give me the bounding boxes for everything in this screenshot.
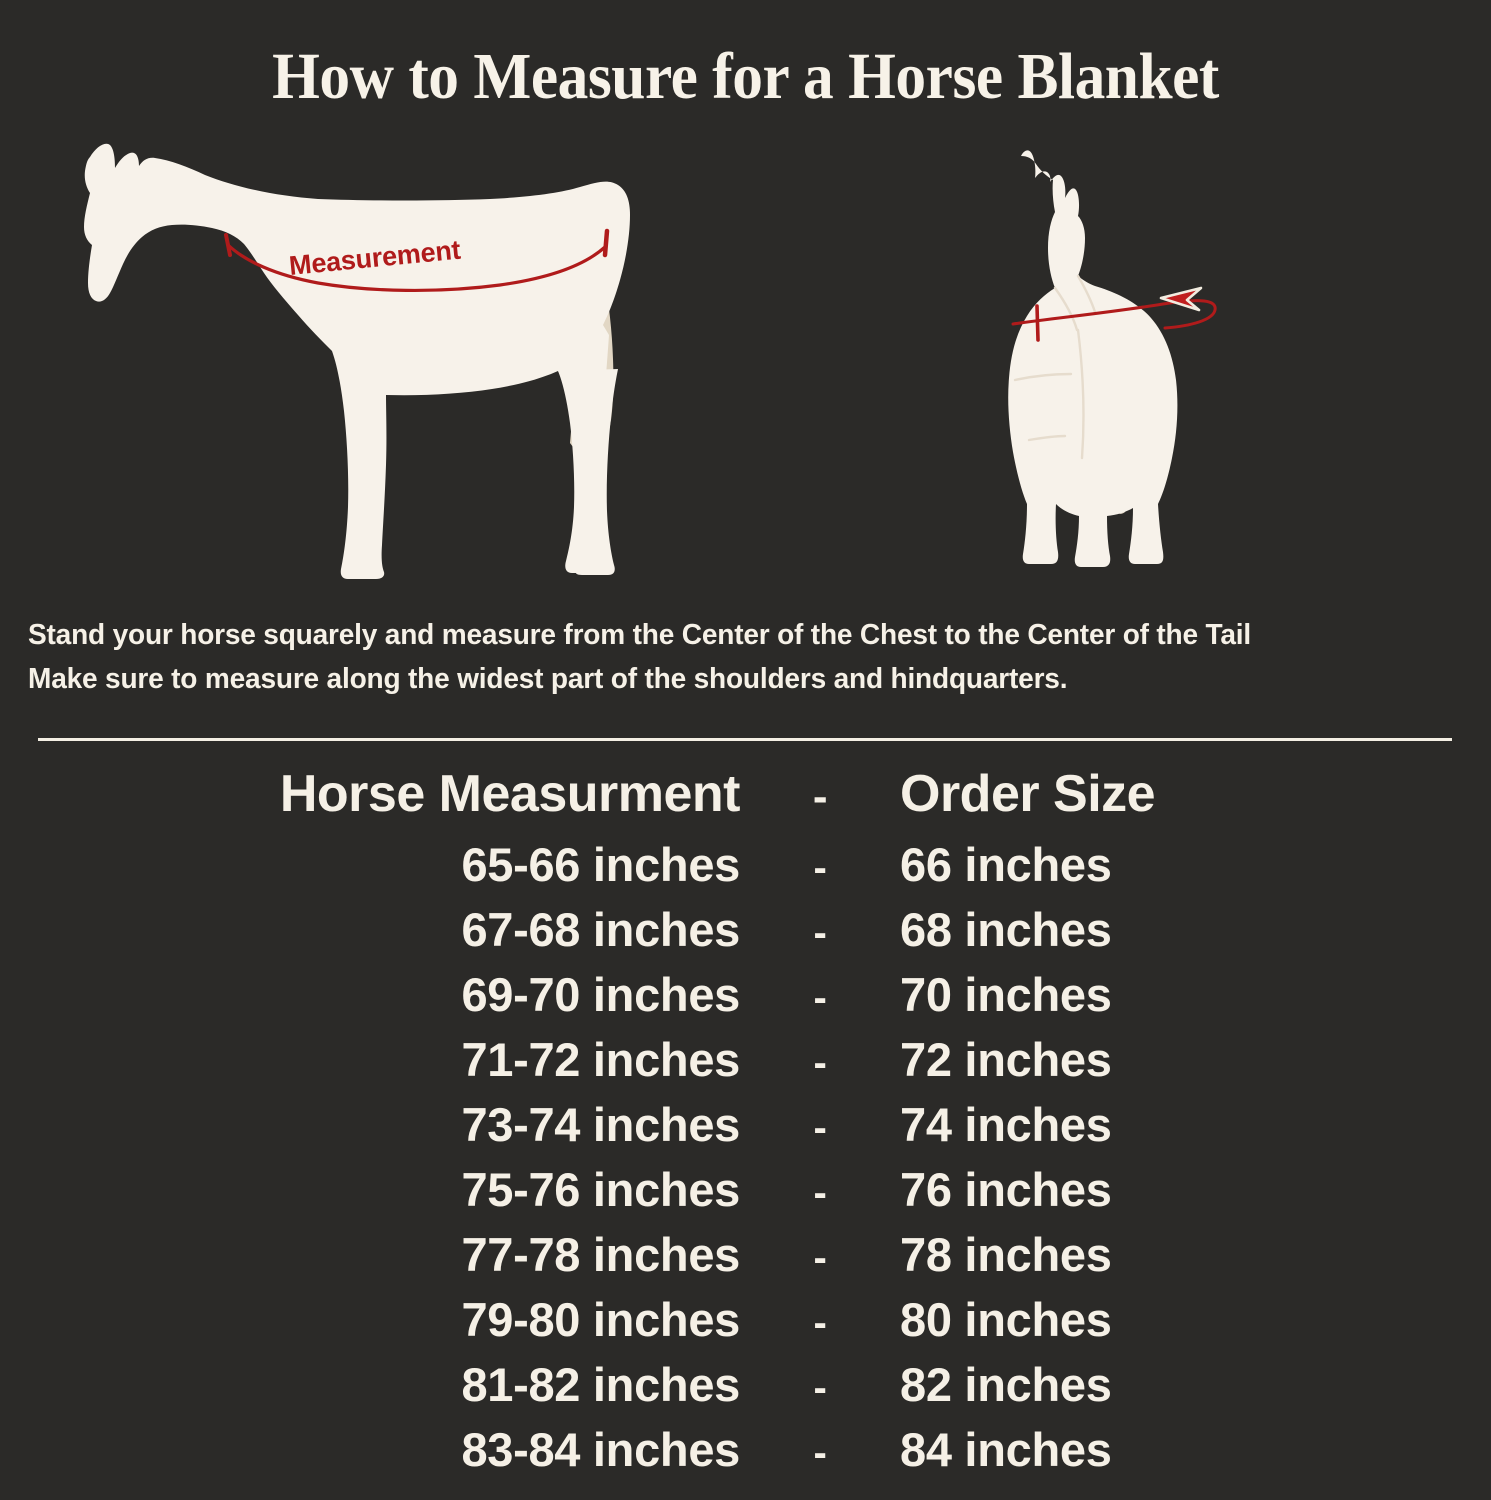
table-row: 75-76 inches - 76 inches xyxy=(0,1159,1491,1224)
cell-order-size: 76 inches xyxy=(900,1163,1112,1216)
cell-order-size: 80 inches xyxy=(900,1293,1112,1346)
cell-horse-measurement: 79-80 inches xyxy=(461,1293,740,1346)
header-separator: - xyxy=(812,772,828,821)
horse-hind-leg-shape xyxy=(558,369,618,575)
measurement-start-tick xyxy=(224,233,232,257)
cell-horse-measurement: 83-84 inches xyxy=(461,1423,740,1476)
table-row: 77-78 inches - 78 inches xyxy=(0,1224,1491,1289)
horse-rear-contour xyxy=(1013,274,1097,460)
cell-order-size: 72 inches xyxy=(900,1033,1112,1086)
table-row: 83-84 inches - 84 inches xyxy=(0,1419,1491,1484)
cell-separator: - xyxy=(813,1366,827,1410)
cell-order-size: 84 inches xyxy=(900,1423,1112,1476)
cell-separator: - xyxy=(813,1301,827,1345)
table-header-row: Horse Measurment - Order Size xyxy=(0,757,1491,834)
cell-separator: - xyxy=(813,1106,827,1150)
cell-order-size: 68 inches xyxy=(900,903,1112,956)
cell-separator: - xyxy=(813,1431,827,1475)
cell-horse-measurement: 69-70 inches xyxy=(461,968,740,1021)
cell-order-size: 82 inches xyxy=(900,1358,1112,1411)
cell-horse-measurement: 65-66 inches xyxy=(461,838,740,891)
cell-order-size: 70 inches xyxy=(900,968,1112,1021)
instruction-line-1: Stand your horse squarely and measure fr… xyxy=(28,619,1252,651)
table-row: 71-72 inches - 72 inches xyxy=(0,1029,1491,1094)
cell-order-size: 78 inches xyxy=(900,1228,1112,1281)
header-horse-measurement: Horse Measurment xyxy=(279,765,741,823)
table-row: 69-70 inches - 70 inches xyxy=(0,964,1491,1029)
cell-separator: - xyxy=(813,911,827,955)
section-divider xyxy=(38,738,1452,741)
table-row: 65-66 inches - 66 inches xyxy=(0,834,1491,899)
cell-horse-measurement: 67-68 inches xyxy=(461,903,740,956)
horse-side-view: Measurement xyxy=(60,135,740,585)
cell-separator: - xyxy=(813,1171,827,1215)
measuring-instructions: Stand your horse squarely and measure fr… xyxy=(28,613,1446,701)
cell-separator: - xyxy=(813,976,827,1020)
horse-rear-view xyxy=(955,140,1265,580)
table-row: 73-74 inches - 74 inches xyxy=(0,1094,1491,1159)
rear-measurement-arrowhead xyxy=(1159,286,1203,312)
measurement-end-tick xyxy=(602,228,610,258)
instruction-line-2: Make sure to measure along the widest pa… xyxy=(28,663,1068,695)
cell-horse-measurement: 71-72 inches xyxy=(461,1033,740,1086)
cell-horse-measurement: 75-76 inches xyxy=(461,1163,740,1216)
cell-horse-measurement: 77-78 inches xyxy=(461,1228,740,1281)
table-body: 65-66 inches - 66 inches 67-68 inches - 68 in… xyxy=(0,834,1491,1484)
header-order-size: Order Size xyxy=(900,765,1156,823)
page-title: How to Measure for a Horse Blanket xyxy=(272,40,1219,113)
table-row: 79-80 inches - 80 inches xyxy=(0,1289,1491,1354)
horse-body-shape xyxy=(84,143,630,579)
cell-separator: - xyxy=(813,1041,827,1085)
size-chart-table: Horse Measurment - Order Size 65-66 inch… xyxy=(0,757,1491,1484)
measurement-line xyxy=(226,243,607,293)
cell-separator: - xyxy=(813,1236,827,1280)
cell-horse-measurement: 81-82 inches xyxy=(461,1358,740,1411)
rear-measurement-tick xyxy=(1035,304,1040,342)
cell-separator: - xyxy=(813,846,827,890)
table-row: 67-68 inches - 68 inches xyxy=(0,899,1491,964)
table-row: 81-82 inches - 82 inches xyxy=(0,1354,1491,1419)
illustration-band: Measurement xyxy=(0,135,1491,595)
cell-order-size: 74 inches xyxy=(900,1098,1112,1151)
horse-rear-body-shape xyxy=(1008,150,1178,567)
cell-horse-measurement: 73-74 inches xyxy=(461,1098,740,1151)
cell-order-size: 66 inches xyxy=(900,838,1112,891)
